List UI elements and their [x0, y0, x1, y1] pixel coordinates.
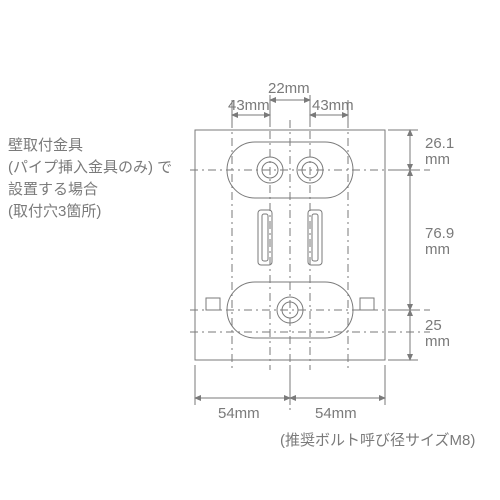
- slot-left: [258, 210, 272, 265]
- dim-top-mid: 22mm: [268, 80, 310, 97]
- dim-r3b: mm: [425, 333, 450, 350]
- dim-top-left: 43mm: [228, 97, 270, 114]
- dim-r2b: mm: [425, 241, 450, 258]
- dim-bot-right: 54mm: [315, 405, 357, 422]
- dim-r3a: 25: [425, 317, 442, 334]
- dim-r2a: 76.9: [425, 225, 454, 242]
- slot-right: [308, 210, 322, 265]
- bracket-drawing: 壁取付金具 (パイプ挿入金具のみ) で 設置する場合 (取付穴3箇所): [0, 0, 500, 500]
- bolt-note: (推奨ボルト呼び径サイズM8): [280, 432, 475, 449]
- note-line-2: (パイプ挿入金具のみ) で: [8, 159, 172, 176]
- svg-text:76.9mm: 76.9mm: [425, 225, 454, 258]
- dim-r1b: mm: [425, 151, 450, 168]
- note-line-1: 壁取付金具: [8, 137, 83, 154]
- dim-right: 26.1mm 76.9mm 25mm: [388, 130, 454, 360]
- slot-left-inner: [262, 214, 268, 261]
- svg-text:26.1mm: 26.1mm: [425, 135, 454, 168]
- dim-r1a: 26.1: [425, 135, 454, 152]
- dim-top-right: 43mm: [312, 97, 354, 114]
- note-line-4: (取付穴3箇所): [8, 203, 101, 220]
- svg-text:25mm: 25mm: [425, 317, 450, 350]
- dim-bot-left: 54mm: [218, 405, 260, 422]
- sq-right: [360, 298, 374, 310]
- sq-left: [206, 298, 220, 310]
- slot-right-inner: [312, 214, 318, 261]
- note-line-3: 設置する場合: [8, 181, 98, 198]
- dim-bottom: 54mm 54mm: [195, 365, 385, 422]
- dim-top: 43mm 22mm 43mm: [228, 80, 354, 125]
